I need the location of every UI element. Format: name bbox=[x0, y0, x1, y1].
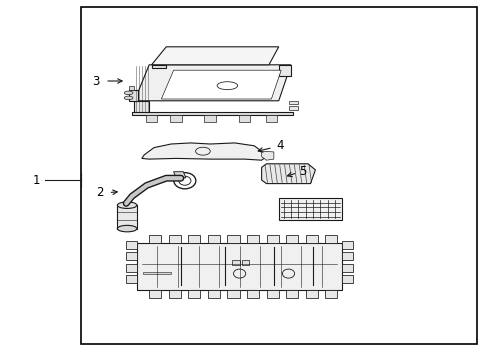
Polygon shape bbox=[142, 143, 266, 160]
Polygon shape bbox=[227, 235, 239, 243]
Polygon shape bbox=[246, 290, 259, 298]
Polygon shape bbox=[126, 252, 137, 260]
Polygon shape bbox=[242, 260, 249, 265]
Polygon shape bbox=[342, 275, 352, 283]
Polygon shape bbox=[170, 115, 182, 122]
Polygon shape bbox=[288, 106, 298, 110]
Text: 5: 5 bbox=[299, 165, 306, 177]
Polygon shape bbox=[266, 290, 278, 298]
Polygon shape bbox=[288, 101, 298, 104]
Polygon shape bbox=[285, 235, 298, 243]
Polygon shape bbox=[342, 252, 352, 260]
Ellipse shape bbox=[124, 96, 133, 100]
Polygon shape bbox=[117, 205, 137, 229]
Polygon shape bbox=[325, 290, 337, 298]
Polygon shape bbox=[151, 47, 278, 65]
Polygon shape bbox=[151, 65, 166, 68]
Polygon shape bbox=[168, 235, 181, 243]
Polygon shape bbox=[227, 290, 239, 298]
Polygon shape bbox=[342, 264, 352, 272]
Polygon shape bbox=[142, 272, 171, 274]
Text: 1: 1 bbox=[33, 174, 41, 186]
Polygon shape bbox=[261, 164, 315, 184]
Polygon shape bbox=[342, 241, 352, 249]
Polygon shape bbox=[173, 172, 185, 178]
Polygon shape bbox=[238, 115, 250, 122]
Polygon shape bbox=[305, 290, 317, 298]
Polygon shape bbox=[149, 235, 161, 243]
Polygon shape bbox=[207, 290, 220, 298]
Polygon shape bbox=[204, 115, 216, 122]
Polygon shape bbox=[145, 115, 157, 122]
Polygon shape bbox=[285, 290, 298, 298]
Bar bbox=[81, 7, 476, 344]
Polygon shape bbox=[128, 90, 138, 101]
Polygon shape bbox=[134, 101, 149, 112]
Polygon shape bbox=[207, 235, 220, 243]
Text: 3: 3 bbox=[92, 75, 100, 87]
Polygon shape bbox=[325, 235, 337, 243]
Polygon shape bbox=[246, 235, 259, 243]
Polygon shape bbox=[126, 275, 137, 283]
Text: 4: 4 bbox=[275, 139, 283, 152]
Polygon shape bbox=[126, 264, 137, 272]
Polygon shape bbox=[188, 290, 200, 298]
Polygon shape bbox=[132, 112, 293, 115]
Ellipse shape bbox=[117, 225, 137, 232]
Ellipse shape bbox=[124, 91, 133, 95]
Polygon shape bbox=[232, 260, 239, 265]
Polygon shape bbox=[161, 70, 281, 99]
Ellipse shape bbox=[117, 202, 137, 208]
Polygon shape bbox=[168, 290, 181, 298]
Text: 2: 2 bbox=[96, 186, 104, 199]
Polygon shape bbox=[305, 235, 317, 243]
Polygon shape bbox=[128, 86, 134, 90]
Polygon shape bbox=[134, 65, 290, 101]
Polygon shape bbox=[126, 241, 137, 249]
Polygon shape bbox=[278, 198, 342, 220]
Polygon shape bbox=[149, 290, 161, 298]
Polygon shape bbox=[278, 65, 290, 76]
Polygon shape bbox=[265, 115, 277, 122]
Polygon shape bbox=[188, 235, 200, 243]
Polygon shape bbox=[261, 151, 273, 160]
Polygon shape bbox=[137, 243, 342, 290]
Polygon shape bbox=[266, 235, 278, 243]
